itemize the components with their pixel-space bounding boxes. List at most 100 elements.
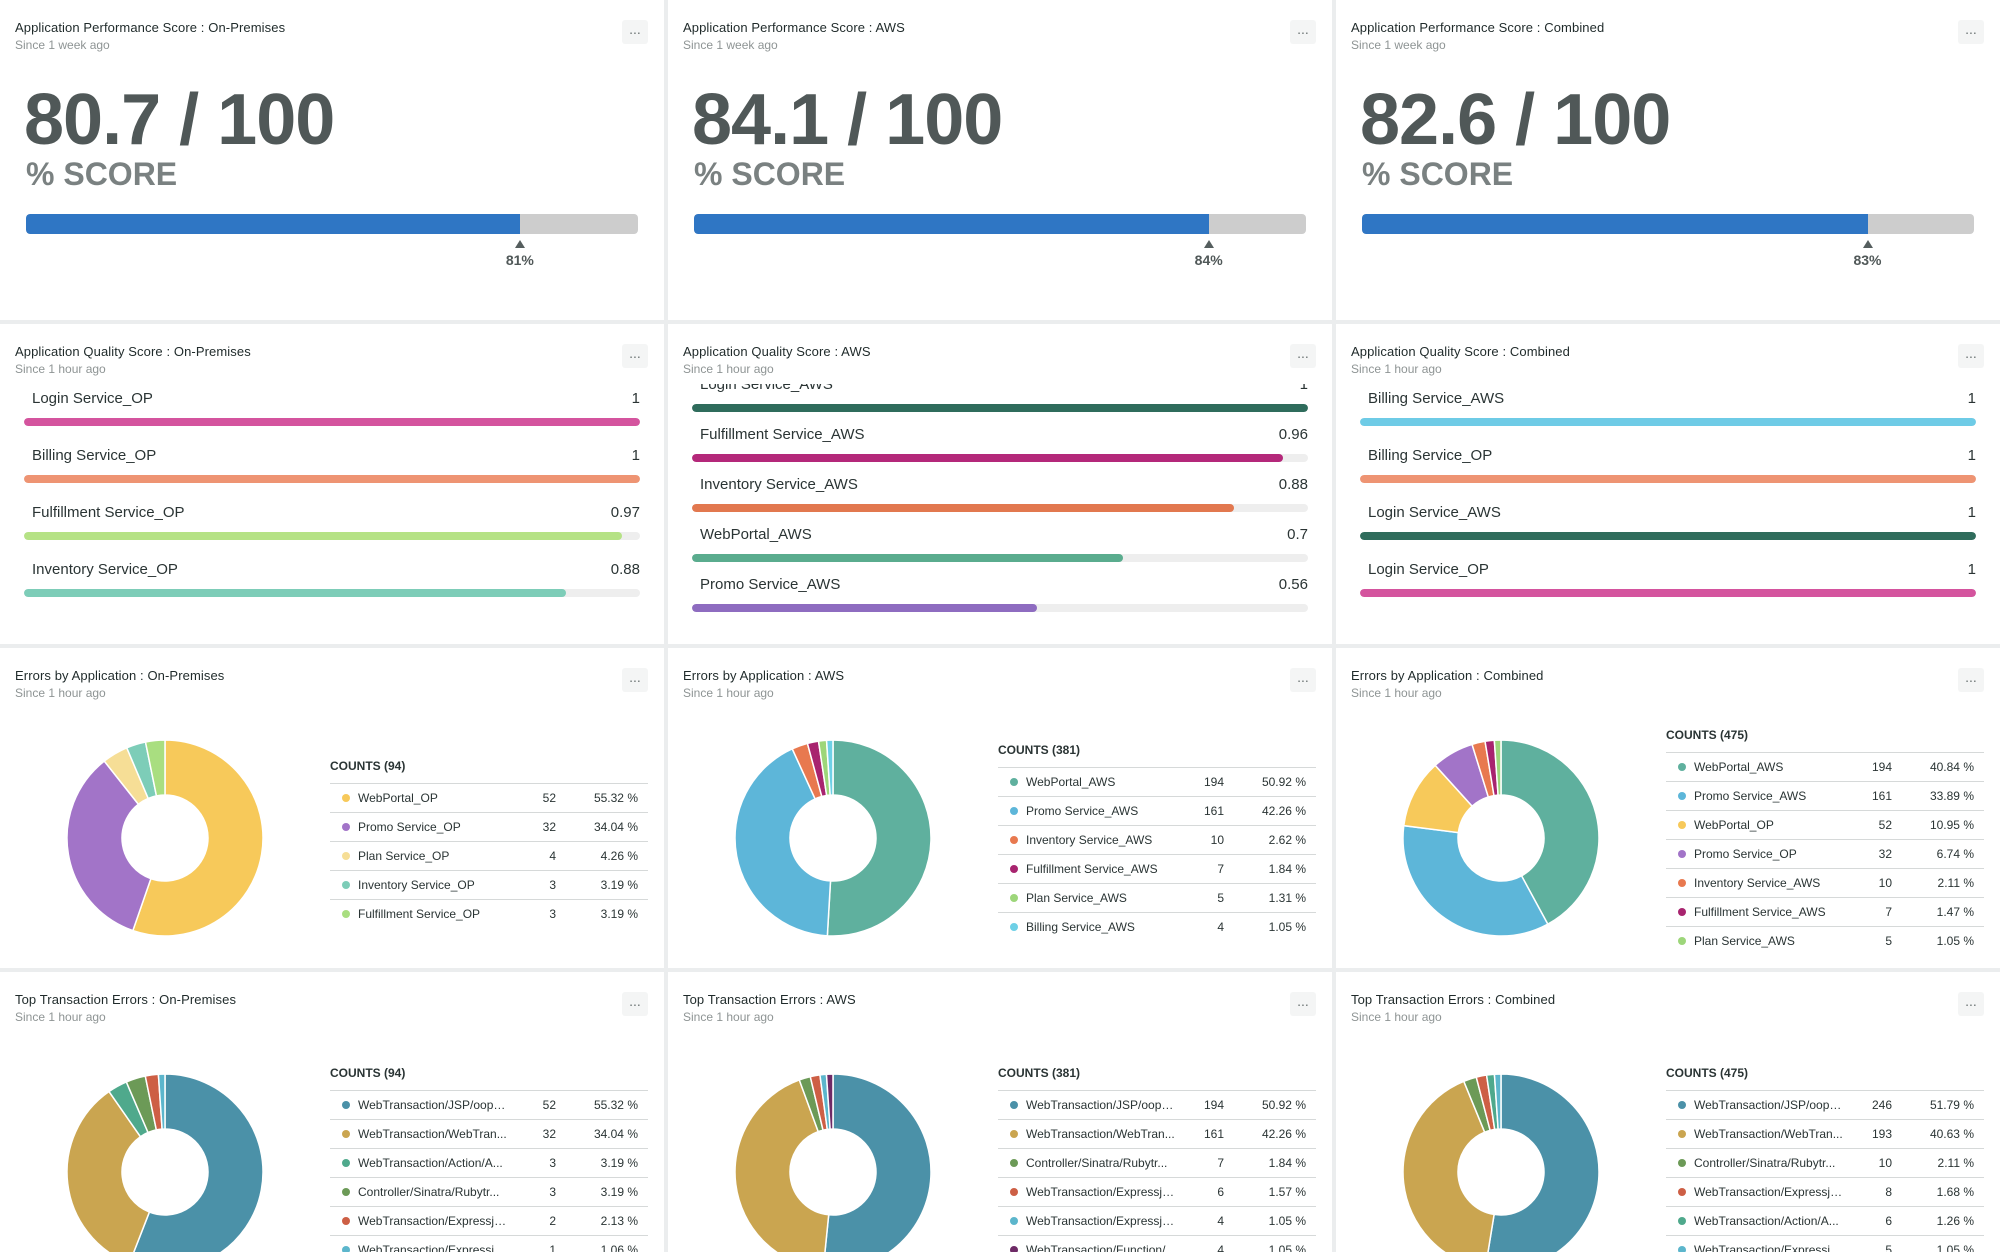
bar-track [692, 404, 1308, 412]
donut-slice[interactable] [825, 1073, 834, 1130]
score-marker-label: 84% [1194, 252, 1223, 268]
bar-list-item: Billing Service_OP 1 [1360, 441, 1976, 499]
legend-percent: 3.19 % [600, 878, 638, 892]
legend-name: WebTransaction/Expressjs... [1026, 1214, 1179, 1228]
bar-value: 0.88 [610, 561, 640, 578]
legend-row[interactable]: Fulfillment Service_AWS 7 1.47 % [1666, 897, 1984, 926]
donut-slice[interactable] [1402, 1080, 1495, 1252]
legend-row[interactable]: Promo Service_OP 32 6.74 % [1666, 839, 1984, 868]
legend-name: WebPortal_AWS [1694, 760, 1784, 774]
legend-color-dot [342, 910, 350, 918]
legend-row[interactable]: WebTransaction/WebTran... 32 34.04 % [330, 1119, 648, 1148]
legend-row[interactable]: Plan Service_OP 4 4.26 % [330, 841, 648, 870]
legend-count: 32 [1878, 847, 1892, 861]
legend-row[interactable]: Inventory Service_AWS 10 2.11 % [1666, 868, 1984, 897]
donut-slice[interactable] [1485, 1073, 1600, 1252]
widget-menu-button[interactable]: ... [1958, 20, 1984, 44]
legend-row[interactable]: Controller/Sinatra/Rubytr... 7 1.84 % [998, 1148, 1316, 1177]
legend-name: Fulfillment Service_AWS [1026, 862, 1158, 876]
widget-menu-button[interactable]: ... [1290, 668, 1316, 692]
legend-row[interactable]: WebTransaction/Expressjs... 5 1.05 % [1666, 1235, 1984, 1252]
legend-color-dot [1010, 1246, 1018, 1252]
widget-menu-button[interactable]: ... [622, 668, 648, 692]
legend-row[interactable]: Promo Service_AWS 161 42.26 % [998, 796, 1316, 825]
widget-menu-button[interactable]: ... [1290, 20, 1316, 44]
legend-row[interactable]: WebTransaction/JSP/oops.... 52 55.32 % [330, 1090, 648, 1119]
donut-slice[interactable] [1493, 1073, 1502, 1130]
legend-row[interactable]: WebTransaction/Function/... 4 1.05 % [998, 1235, 1316, 1252]
widget-menu-button[interactable]: ... [1958, 668, 1984, 692]
legend-row[interactable]: Inventory Service_OP 3 3.19 % [330, 870, 648, 899]
bars-widget: Application Quality Score : AWS Since 1 h… [668, 324, 1332, 644]
legend-count: 194 [1871, 760, 1892, 774]
legend-row[interactable]: WebTransaction/Expressjs... 2 2.13 % [330, 1206, 648, 1235]
legend-table: COUNTS (381) WebPortal_AWS 194 50.92 % Promo… [998, 743, 1316, 941]
legend-row[interactable]: WebTransaction/WebTran... 161 42.26 % [998, 1119, 1316, 1148]
legend-row[interactable]: WebTransaction/JSP/oops.... 246 51.79 % [1666, 1090, 1984, 1119]
bar-list-item: Inventory Service_AWS 0.88 [692, 470, 1308, 528]
legend-row[interactable]: WebTransaction/Expressjs... 1 1.06 % [330, 1235, 648, 1252]
legend-row[interactable]: WebTransaction/WebTran... 193 40.63 % [1666, 1119, 1984, 1148]
score-value: 84.1 / 100 [692, 80, 1003, 160]
legend-percent: 1.05 % [1268, 920, 1306, 934]
widget-menu-button[interactable]: ... [1290, 344, 1316, 368]
legend-percent: 50.92 % [1261, 1098, 1306, 1112]
donut-slice[interactable] [157, 1073, 166, 1130]
legend-row[interactable]: WebTransaction/Expressjs... 4 1.05 % [998, 1206, 1316, 1235]
widget-menu-button[interactable]: ... [1958, 344, 1984, 368]
legend-name: Plan Service_AWS [1026, 891, 1127, 905]
widget-menu-button[interactable]: ... [1958, 992, 1984, 1016]
bar-list-item: Inventory Service_OP 0.88 [24, 555, 640, 613]
donut-slice[interactable] [734, 1079, 830, 1252]
legend-row[interactable]: Controller/Sinatra/Rubytr... 10 2.11 % [1666, 1148, 1984, 1177]
legend-name: Inventory Service_AWS [1026, 833, 1153, 847]
score-marker-icon [514, 240, 525, 248]
donut-slice[interactable] [734, 747, 832, 937]
widget-menu-button[interactable]: ... [622, 992, 648, 1016]
pie-widget: Errors by Application : Combined Since 1 … [1336, 648, 2000, 968]
legend-count: 3 [549, 907, 556, 921]
donut-slice[interactable] [826, 739, 932, 937]
legend-counts-header: COUNTS (475) [1666, 1066, 1749, 1080]
widget-menu-button[interactable]: ... [622, 344, 648, 368]
legend-row[interactable]: Fulfillment Service_AWS 7 1.84 % [998, 854, 1316, 883]
legend-row[interactable]: WebTransaction/Expressjs... 8 1.68 % [1666, 1177, 1984, 1206]
legend-row[interactable]: Promo Service_OP 32 34.04 % [330, 812, 648, 841]
legend-row[interactable]: WebTransaction/Action/A... 3 3.19 % [330, 1148, 648, 1177]
legend-count: 5 [1885, 934, 1892, 948]
legend-row[interactable]: WebTransaction/JSP/oops.... 194 50.92 % [998, 1090, 1316, 1119]
legend-row[interactable]: Billing Service_AWS 4 1.05 % [998, 912, 1316, 941]
legend-row[interactable]: Plan Service_AWS 5 1.05 % [1666, 926, 1984, 955]
legend-name: WebTransaction/Expressjs... [1694, 1243, 1847, 1252]
legend-row[interactable]: WebPortal_AWS 194 50.92 % [998, 767, 1316, 796]
legend-count: 3 [549, 1185, 556, 1199]
bar-track [24, 418, 640, 426]
donut-slice[interactable] [1402, 824, 1549, 937]
donut-slice[interactable] [1493, 739, 1502, 796]
legend-row[interactable]: WebPortal_OP 52 10.95 % [1666, 810, 1984, 839]
donut-slice[interactable] [144, 739, 166, 797]
legend-row[interactable]: Controller/Sinatra/Rubytr... 3 3.19 % [330, 1177, 648, 1206]
donut-slice[interactable] [129, 1073, 264, 1252]
legend-row[interactable]: Fulfillment Service_OP 3 3.19 % [330, 899, 648, 928]
legend-row[interactable]: Inventory Service_AWS 10 2.62 % [998, 825, 1316, 854]
donut-slice[interactable] [1500, 739, 1600, 926]
widget-menu-button[interactable]: ... [622, 20, 648, 44]
legend-row[interactable]: WebPortal_OP 52 55.32 % [330, 783, 648, 812]
donut-slice[interactable] [823, 1073, 932, 1252]
widget-menu-button[interactable]: ... [1290, 992, 1316, 1016]
donut-slice[interactable] [66, 760, 152, 932]
legend-row[interactable]: WebPortal_AWS 194 40.84 % [1666, 752, 1984, 781]
legend-row[interactable]: Promo Service_AWS 161 33.89 % [1666, 781, 1984, 810]
donut-slice[interactable] [66, 1090, 151, 1252]
legend-percent: 1.26 % [1936, 1214, 1974, 1228]
bar-track [692, 554, 1308, 562]
legend-row[interactable]: WebTransaction/Action/A... 6 1.26 % [1666, 1206, 1984, 1235]
legend-row[interactable]: Plan Service_AWS 5 1.31 % [998, 883, 1316, 912]
legend-count: 7 [1885, 905, 1892, 919]
legend-name: WebTransaction/JSP/oops.... [358, 1098, 513, 1112]
donut-slice[interactable] [825, 739, 834, 796]
legend-row[interactable]: WebTransaction/Expressjs... 6 1.57 % [998, 1177, 1316, 1206]
donut-chart [66, 739, 264, 937]
